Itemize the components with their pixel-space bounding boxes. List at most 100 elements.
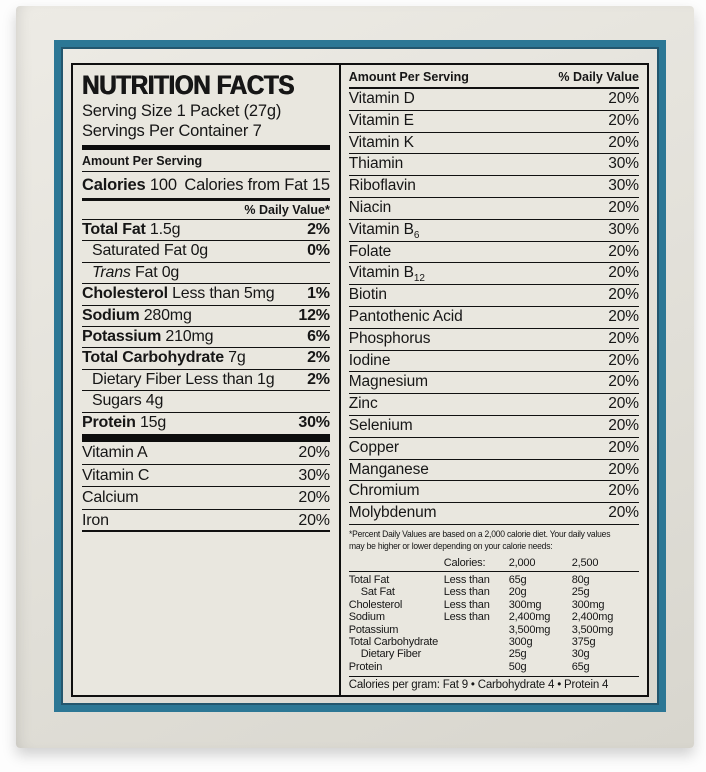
vitamin-name: Calcium: [82, 489, 139, 507]
micronutrient-dv: 30%: [608, 155, 639, 173]
nutrient-row: Saturated Fat 0g 0%: [82, 241, 330, 263]
micronutrient-name: Zinc: [348, 395, 378, 413]
vitamin-dv: 20%: [298, 443, 330, 461]
micronutrient-dv: 20%: [608, 133, 639, 151]
vitamin-name: Iron: [82, 511, 109, 529]
nutrient-name: Sugars 4g: [92, 392, 164, 410]
nutrient-row: Dietary Fiber Less than 1g 2%: [82, 370, 330, 392]
dv-table-row: Sodium Less than 2,400mg 2,400mg: [349, 611, 639, 623]
micronutrient-dv: 20%: [608, 111, 639, 129]
nutrient-name: Dietary Fiber Less than 1g: [92, 370, 275, 388]
calories-per-gram: Calories per gram: Fat 9 • Carbohydrate …: [348, 676, 639, 695]
daily-value-heading: % Daily Value*: [82, 201, 330, 220]
nutrient-dv: 30%: [298, 413, 330, 431]
dv-table-row: Total Fat Less than 65g 80g: [349, 574, 639, 586]
dv-table-qualifier: [444, 624, 509, 636]
micronutrient-row: Manganese 20%: [348, 460, 639, 482]
micronutrient-name: Manganese: [348, 460, 429, 478]
right-daily-value-heading: % Daily Value: [558, 70, 639, 84]
servings-per-container: Servings Per Container 7: [82, 122, 262, 140]
nutrient-term: Dietary Fiber: [92, 370, 181, 388]
micronutrient-dv: 20%: [608, 198, 639, 216]
dv-table-row: Potassium 3,500mg 3,500mg: [349, 624, 639, 636]
micronutrient-name: Vitamin K: [348, 133, 414, 151]
dv-table-name: Total Fat: [348, 573, 390, 586]
micronutrient-name: Magnesium: [348, 373, 428, 391]
teal-frame: NUTRITION FACTS Serving Size 1 Packet (2…: [54, 40, 666, 712]
vitamin-name: Vitamin C: [82, 466, 150, 484]
dv-table-name: Sodium: [348, 611, 385, 624]
micronutrient-rows: Vitamin D 20% Vitamin E 20% Vitamin K 20% Thia…: [348, 89, 639, 525]
dv-table-row: Sat Fat Less than 20g 25g: [349, 586, 639, 598]
dv-table-2000-value: 50g: [508, 660, 527, 673]
nutrient-row: Total Carbohydrate 7g 2%: [82, 348, 330, 370]
micronutrient-dv: 20%: [608, 351, 639, 369]
nutrient-row: Potassium 210mg 6%: [82, 327, 330, 349]
micronutrient-row: Vitamin D 20%: [348, 89, 639, 111]
micronutrient-dv: 20%: [608, 242, 639, 260]
nutrient-rows: Total Fat 1.5g 2% Saturated Fat 0g 0% Trans …: [82, 220, 330, 434]
separator-bar: [82, 145, 330, 150]
micronutrient-row: Vitamin E 20%: [348, 111, 639, 133]
micronutrient-row: Riboflavin 30%: [348, 176, 639, 198]
vitamin-dv: 20%: [298, 489, 330, 507]
micronutrient-row: Folate 20%: [348, 242, 639, 264]
dv-table-2000-value: 300mg: [508, 598, 542, 611]
nutrient-row: Cholesterol Less than 5mg 1%: [82, 284, 330, 306]
micronutrient-dv: 20%: [608, 264, 639, 282]
dv-table-2000-value: 65g: [508, 573, 527, 586]
nutrient-name: Cholesterol Less than 5mg: [82, 285, 275, 303]
table-header-2500: 2,500: [571, 556, 599, 569]
calories-row: Calories 100 Calories from Fat 15: [82, 172, 330, 201]
nutrient-name: Saturated Fat 0g: [92, 242, 209, 260]
micronutrient-dv: 20%: [608, 438, 639, 456]
micronutrient-name: Riboflavin: [348, 177, 416, 195]
table-header-calories: Calories:: [443, 556, 486, 569]
amount-per-serving-heading: Amount Per Serving: [82, 153, 330, 172]
dv-table-qualifier: Less than: [443, 573, 490, 586]
micronutrient-name: Iodine: [348, 351, 391, 369]
dv-table-2500-value: 3,500mg: [571, 623, 614, 636]
label-left-column: NUTRITION FACTS Serving Size 1 Packet (2…: [73, 65, 339, 695]
micronutrient-dv: 20%: [608, 307, 639, 325]
micronutrient-dv: 20%: [608, 329, 639, 347]
vitamin-dv: 20%: [298, 511, 330, 529]
dv-table-qualifier: Less than: [443, 598, 490, 611]
micronutrient-name: Selenium: [348, 416, 413, 434]
dv-table-qualifier: [444, 648, 509, 660]
dv-table-name: Protein: [348, 660, 383, 673]
nutrient-term: Trans: [92, 263, 131, 281]
nutrient-term: Protein: [82, 413, 136, 431]
nutrient-term: Sodium: [82, 306, 140, 324]
dv-table-row: Total Carbohydrate 300g 375g: [349, 636, 639, 648]
nutrient-row: Sodium 280mg 12%: [82, 306, 330, 327]
nutrient-dv: 0%: [307, 242, 330, 260]
column-divider: [338, 65, 341, 695]
nutrient-dv: 1%: [307, 285, 330, 303]
micronutrient-row: Copper 20%: [348, 438, 639, 460]
dv-table-row: Cholesterol Less than 300mg 300mg: [349, 599, 639, 611]
micronutrient-name: Molybdenum: [348, 504, 437, 522]
dv-table-name: Cholesterol: [348, 598, 403, 611]
dv-table-2500-value: 30g: [571, 648, 590, 661]
daily-value-footnote: *Percent Daily Values are based on a 2,0…: [349, 529, 639, 553]
micronutrient-dv: 30%: [608, 177, 639, 195]
right-column-header: Amount Per Serving % Daily Value: [348, 65, 639, 89]
nutrient-term: Saturated Fat: [92, 242, 187, 260]
nutrient-term: Potassium: [82, 327, 162, 345]
vitamin-row: Vitamin C 30%: [82, 465, 330, 488]
micronutrient-dv: 20%: [608, 373, 639, 391]
dv-table-2000-value: 20g: [508, 586, 527, 599]
nutrient-row: Trans Fat 0g: [82, 263, 330, 285]
micronutrient-name: Copper: [348, 438, 399, 456]
dv-table-2000-value: 2,400mg: [508, 611, 551, 624]
nutrient-row: Protein 15g 30%: [82, 413, 330, 434]
micronutrient-row: Magnesium 20%: [348, 372, 639, 395]
nutrient-dv: 6%: [307, 327, 330, 345]
nutrient-row: Sugars 4g: [82, 391, 330, 413]
dv-table-name: Total Carbohydrate: [348, 635, 439, 648]
micronutrient-row: Vitamin B6 30%: [348, 220, 639, 242]
micronutrient-row: Niacin 20%: [348, 198, 639, 220]
nutrient-term: Total Carbohydrate: [82, 349, 224, 367]
vitamin-rows: Vitamin A 20% Vitamin C 30% Calcium 20% Iron 20…: [82, 442, 330, 533]
